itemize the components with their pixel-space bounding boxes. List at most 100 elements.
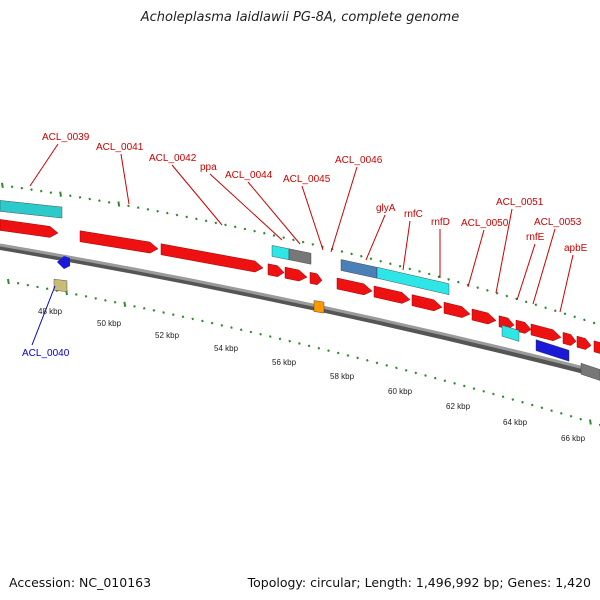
- tick-mark: [233, 225, 237, 229]
- cds-arrow: [562, 332, 577, 346]
- gene-label: rnfE: [526, 232, 545, 243]
- tick-mark: [589, 419, 592, 425]
- genome-summary-text: Topology: circular; Length: 1,496,992 bp…: [247, 575, 591, 590]
- tick-mark: [249, 330, 253, 334]
- tick-mark: [346, 354, 350, 357]
- gene-labels-forward: ACL_0039 ACL_0041 ACL_0042 ppa ACL_0044 …: [42, 132, 588, 254]
- tick-mark: [559, 412, 563, 415]
- tick-mark: [427, 272, 431, 276]
- tick-mark: [476, 286, 480, 289]
- tick-mark: [78, 195, 82, 199]
- cds-arrow: [471, 308, 497, 325]
- tick-mark: [1, 182, 4, 188]
- genome-backbone-shadow: [0, 244, 600, 378]
- tick-mark: [30, 188, 33, 191]
- scale-label: 66 kbp: [561, 434, 586, 443]
- tick-mark: [356, 356, 359, 360]
- tick-mark: [39, 189, 43, 193]
- tick-mark: [501, 395, 505, 399]
- tick-mark: [389, 262, 392, 266]
- tick-mark: [359, 254, 363, 258]
- tick-mark: [36, 285, 39, 289]
- tick-mark: [133, 304, 136, 308]
- tick-mark: [98, 199, 101, 203]
- tick-mark: [336, 351, 340, 355]
- gene-label: rnfC: [404, 209, 423, 220]
- gene-label: ACL_0051: [496, 197, 544, 208]
- leader-line: [330, 166, 358, 253]
- tick-mark: [268, 335, 272, 338]
- cds-arrow: [593, 340, 600, 354]
- tick-mark: [437, 275, 441, 279]
- gene-label: glyA: [376, 203, 396, 214]
- genome-backbone: [0, 243, 600, 374]
- tick-mark: [171, 313, 175, 316]
- tick-mark: [104, 298, 107, 302]
- map-title: Acholeplasma laidlawii PG-8A, complete g…: [140, 10, 460, 25]
- tick-mark: [224, 223, 227, 227]
- scale-label: 48 kbp: [38, 307, 63, 316]
- gene-label: rnfD: [431, 217, 450, 228]
- tick-mark: [142, 307, 146, 310]
- tick-mark: [214, 221, 218, 225]
- tick-mark: [16, 281, 20, 285]
- tick-mark: [243, 227, 247, 231]
- tick-mark: [220, 323, 224, 327]
- tick-mark: [201, 319, 204, 323]
- tick-mark: [10, 185, 14, 189]
- tick-mark: [107, 200, 111, 204]
- tick-mark: [443, 379, 447, 383]
- tick-mark: [49, 191, 53, 194]
- leader-line: [467, 229, 485, 288]
- tick-mark: [583, 318, 586, 322]
- tick-mark: [45, 287, 49, 291]
- tick-mark: [456, 280, 460, 284]
- tick-mark: [592, 321, 596, 325]
- tick-mark: [424, 374, 427, 377]
- tick-mark: [472, 387, 476, 391]
- tick-mark: [123, 301, 127, 307]
- feature-track: [0, 200, 600, 381]
- accession-text: Accession: NC_010163: [9, 575, 152, 590]
- tick-mark: [307, 344, 311, 348]
- tick-mark: [447, 278, 450, 281]
- tick-mark: [288, 339, 292, 343]
- tick-mark: [408, 267, 412, 271]
- tick-mark: [262, 231, 266, 235]
- feature-block: [288, 248, 312, 265]
- tick-mark: [20, 186, 24, 190]
- gene-label: ACL_0045: [283, 174, 331, 185]
- leader-line: [29, 143, 59, 187]
- tick-mark: [298, 342, 301, 345]
- tick-mark: [553, 309, 557, 313]
- tick-mark: [7, 278, 10, 285]
- leader-line: [31, 285, 56, 346]
- tick-mark: [272, 234, 276, 237]
- tick-mark: [195, 217, 198, 221]
- tick-mark: [395, 366, 398, 370]
- feature-block: [376, 266, 450, 295]
- tick-mark: [521, 400, 524, 404]
- feature-block: [0, 200, 63, 219]
- tick-mark: [26, 283, 30, 287]
- outer-tick-track: [1, 182, 596, 325]
- cds-arrow: [309, 272, 323, 286]
- tick-mark: [175, 213, 179, 217]
- tick-mark: [191, 317, 195, 321]
- gene-label: apbE: [564, 243, 588, 254]
- tick-mark: [156, 209, 159, 213]
- leader-line: [402, 220, 411, 271]
- scale-label: 60 kbp: [388, 387, 413, 396]
- tick-mark: [462, 384, 466, 388]
- leader-line: [516, 243, 536, 301]
- leader-line: [559, 254, 574, 313]
- tick-mark: [418, 270, 421, 273]
- label-leader-lines: [29, 143, 574, 346]
- gene-label: ACL_0040: [22, 348, 70, 359]
- tick-mark: [74, 293, 78, 296]
- tick-mark: [94, 296, 98, 300]
- tick-mark: [185, 215, 189, 219]
- tick-mark: [540, 406, 544, 410]
- tick-mark: [181, 315, 185, 319]
- tick-mark: [68, 194, 72, 198]
